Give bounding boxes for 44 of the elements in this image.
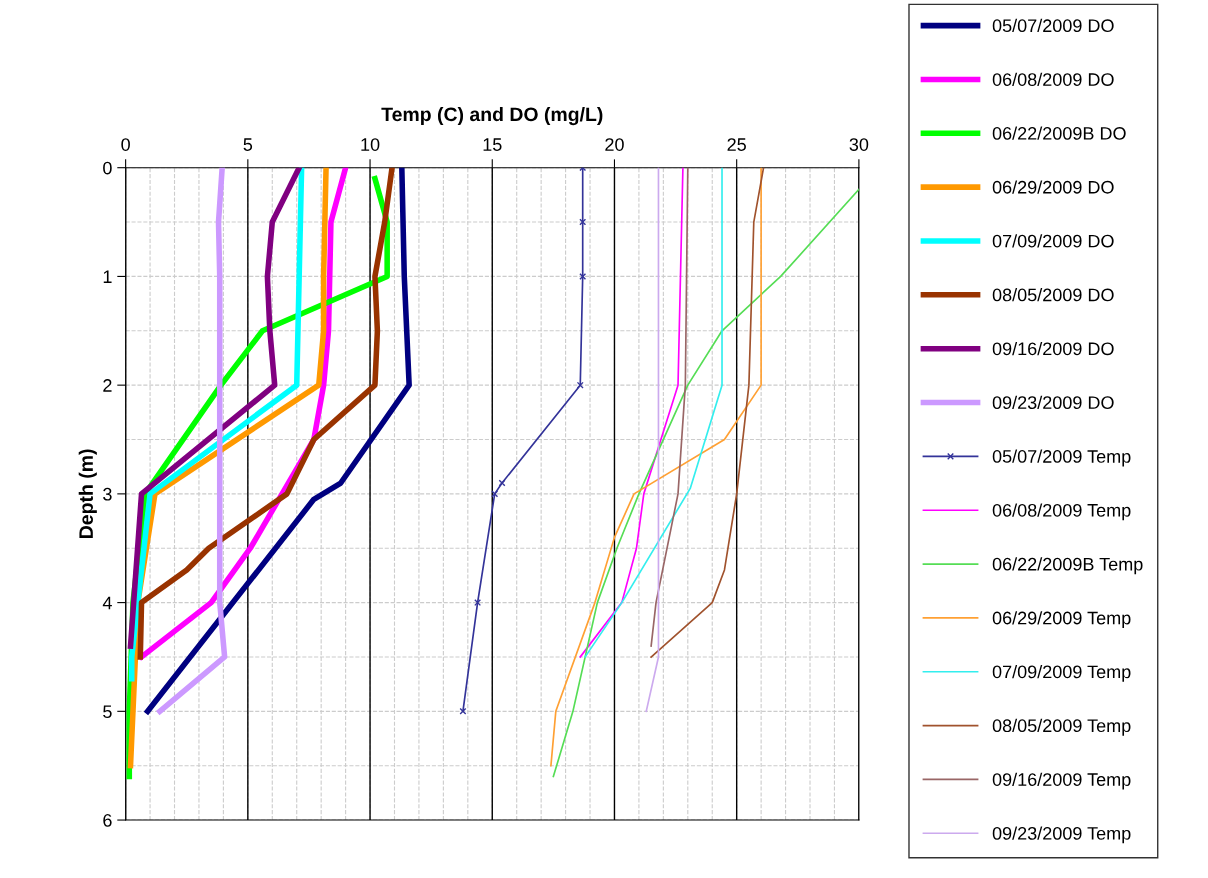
y-axis-title: Depth (m) [78,449,97,538]
x-tick-label: 10 [361,138,380,151]
point [459,707,467,715]
line-series [579,167,684,658]
legend-label: 06/08/2009 Temp [992,503,1131,521]
legend-label: 06/29/2009 DO [992,180,1114,194]
y-tick-label: 2 [103,379,112,392]
legend-label: 06/08/2009 DO [992,72,1114,86]
x-tick-label: 5 [243,138,253,151]
point [491,490,499,498]
legend-label: 06/22/2009B Temp [992,557,1143,575]
legend-label: 05/07/2009 Temp [992,449,1131,467]
legend-label: 05/07/2009 DO [992,18,1114,33]
x-tick-label: 20 [605,138,624,151]
point [498,479,506,487]
y-tick-label: 4 [102,596,112,610]
point [579,218,587,226]
line-series [552,188,859,778]
y-tick-label: 6 [103,813,112,827]
legend-label: 08/05/2009 DO [992,288,1114,302]
point [576,381,584,389]
line-series [550,167,762,767]
legend-label: 06/22/2009B DO [992,126,1126,140]
legend-label: 09/16/2009 Temp [992,772,1131,790]
x-tick-label: 25 [727,138,746,151]
y-tick-label: 3 [103,487,112,501]
line-series [584,167,723,658]
legend-label: 07/09/2009 DO [992,234,1114,248]
x-tick-label: 30 [849,138,869,151]
x-tick-label: 15 [483,138,502,151]
legend-label: 09/23/2009 DO [992,395,1114,410]
y-tick-label: 0 [103,161,112,175]
y-tick-label: 1 [103,270,112,283]
legend-label: 07/09/2009 Temp [992,664,1131,682]
legend-label: 09/16/2009 DO [992,341,1114,356]
point [579,272,587,280]
line-series [650,167,689,647]
legend-label: 09/23/2009 Temp [992,826,1131,844]
legend-label: 06/29/2009 Temp [992,611,1131,628]
x-tick-label: 0 [121,138,130,151]
line-series [650,167,765,658]
x-axis-title: Temp (C) and DO (mg/L) [381,106,603,126]
legend-label: 08/05/2009 Temp [992,718,1131,736]
y-tick-label: 5 [103,705,112,719]
